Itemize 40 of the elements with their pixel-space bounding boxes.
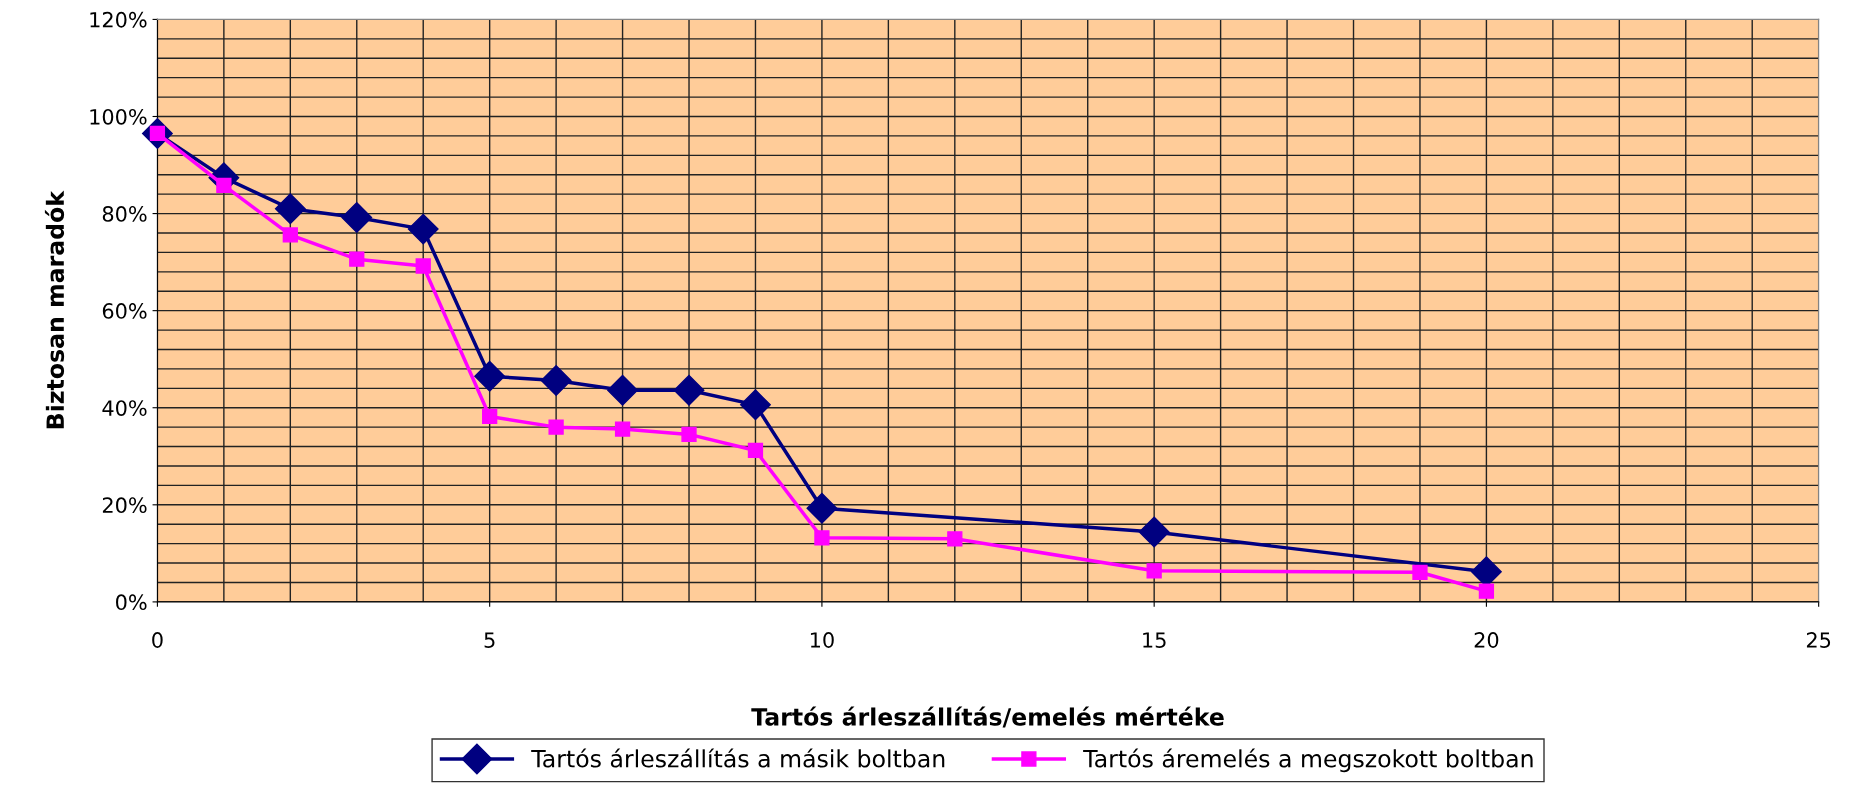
- point: [1478, 583, 1495, 599]
- point: [1412, 564, 1428, 580]
- y-tick-label: 120%: [90, 11, 147, 28]
- point: [282, 227, 298, 243]
- point: [1146, 563, 1162, 579]
- point: [747, 442, 764, 459]
- x-axis-title: Tartós árleszállítás/emelés mértéke: [751, 706, 1224, 728]
- point: [681, 426, 697, 443]
- point: [947, 531, 963, 547]
- point: [540, 365, 572, 396]
- legend-label: Tartós árleszállítás a másik boltban: [531, 748, 945, 768]
- point: [349, 251, 365, 267]
- point: [740, 389, 771, 421]
- point: [673, 374, 705, 406]
- point: [482, 408, 498, 425]
- x-tick-label: 10: [810, 632, 834, 648]
- point: [806, 492, 838, 524]
- point: [341, 202, 373, 233]
- point: [407, 213, 439, 245]
- point: [474, 360, 506, 392]
- x-tick-label: 15: [1143, 632, 1166, 648]
- y-tick-label: 60%: [102, 303, 147, 319]
- point: [548, 419, 564, 435]
- point: [614, 421, 631, 437]
- y-tick-label: 80%: [102, 206, 147, 222]
- y-tick-label: 0%: [116, 594, 147, 611]
- x-tick-label: 20: [1474, 632, 1499, 648]
- y-axis-title: Biztosan maradók: [44, 190, 65, 429]
- x-tick-label: 5: [484, 632, 495, 648]
- point: [814, 530, 830, 546]
- point: [607, 374, 638, 406]
- point: [1138, 516, 1170, 548]
- y-tick-label: 20%: [102, 497, 147, 514]
- point: [415, 258, 431, 274]
- y-tick-label: 40%: [102, 400, 147, 416]
- point: [274, 193, 306, 225]
- x-tick-label: 0: [152, 632, 163, 648]
- y-tick-label: 100%: [90, 108, 147, 125]
- x-tick-label: 25: [1806, 632, 1831, 648]
- legend-label: Tartós áremelés a megszokott boltban: [1083, 748, 1533, 773]
